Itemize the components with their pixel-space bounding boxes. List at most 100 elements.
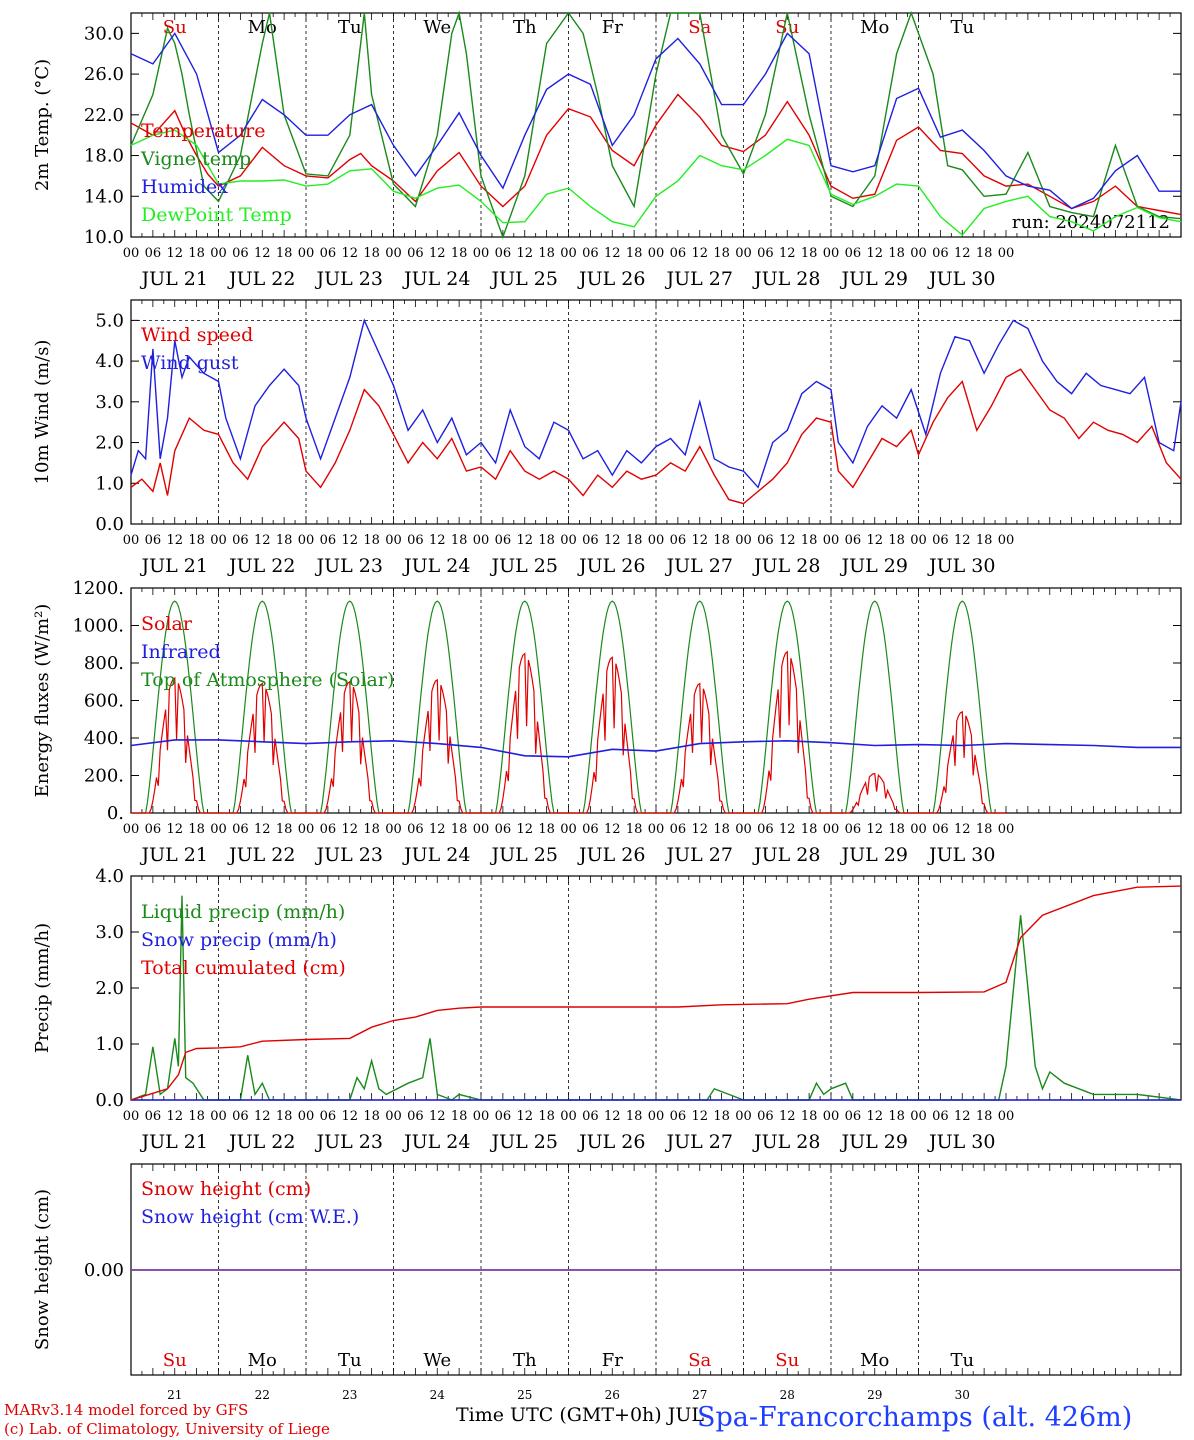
series-total-cumulated-cm- <box>130 885 1182 1101</box>
hour-tick-label: 00 <box>298 822 315 837</box>
hour-tick-label: 06 <box>932 246 949 261</box>
hour-tick-label: 00 <box>998 246 1015 261</box>
hour-tick-label: 06 <box>670 246 687 261</box>
y-tick-label: 0.0 <box>95 1090 124 1111</box>
day-label: JUL 24 <box>402 844 470 866</box>
y-tick-label: 30.0 <box>84 23 124 44</box>
hour-tick-label: 06 <box>845 246 862 261</box>
hour-tick-label: 06 <box>757 533 774 548</box>
hour-tick-label: 12 <box>691 822 708 837</box>
hour-tick-label: 00 <box>735 1109 752 1124</box>
y-tick-label: 800. <box>84 653 124 674</box>
hour-tick-label: 06 <box>757 1109 774 1124</box>
hour-tick-label: 06 <box>932 1109 949 1124</box>
hour-tick-label: 00 <box>123 822 140 837</box>
y-tick-label: 1000. <box>72 616 124 637</box>
hour-tick-label: 18 <box>276 1109 293 1124</box>
day-label: JUL 25 <box>490 844 558 866</box>
hour-tick-label: 18 <box>451 533 468 548</box>
weekday-label-top: Mo <box>860 17 889 38</box>
hour-tick-label: 00 <box>823 533 840 548</box>
weekday-label-top: Tu <box>338 17 362 38</box>
hour-tick-label: 18 <box>451 822 468 837</box>
panel-frame <box>130 299 1182 525</box>
day-label: JUL 21 <box>140 555 208 577</box>
weekday-label-bottom: Tu <box>338 1350 362 1371</box>
legend-entry: Snow precip (mm/h) <box>141 929 337 951</box>
hour-tick-label: 12 <box>954 246 971 261</box>
hour-tick-label: 00 <box>648 533 665 548</box>
day-label: JUL 28 <box>752 1131 820 1153</box>
hour-tick-label: 00 <box>910 246 927 261</box>
hour-tick-label: 12 <box>691 1109 708 1124</box>
hour-tick-label: 12 <box>779 1109 796 1124</box>
weekday-label-top: Su <box>775 17 799 38</box>
hour-tick-label: 18 <box>188 1109 205 1124</box>
y-axis-label: Snow height (cm) <box>32 1189 53 1350</box>
hour-tick-label: 06 <box>232 1109 249 1124</box>
station-title: Spa-Francorchamps (alt. 426m) <box>697 1402 1133 1433</box>
hour-tick-label: 00 <box>823 822 840 837</box>
day-label: JUL 23 <box>315 844 383 866</box>
y-tick-label: 26.0 <box>84 64 124 85</box>
day-label: JUL 25 <box>490 555 558 577</box>
day-number-label: 29 <box>867 1388 882 1402</box>
y-tick-label: 18.0 <box>84 146 124 167</box>
y-tick-label: 14.0 <box>84 186 124 207</box>
day-label: JUL 21 <box>140 844 208 866</box>
day-number-label: 22 <box>255 1388 270 1402</box>
legend-entry: Top of Atmosphere (Solar) <box>141 669 394 691</box>
hour-tick-label: 06 <box>845 1109 862 1124</box>
hour-tick-label: 06 <box>757 822 774 837</box>
hour-tick-label: 12 <box>341 246 358 261</box>
hour-tick-label: 00 <box>385 1109 402 1124</box>
weekday-label-bottom: Mo <box>248 1350 277 1371</box>
hour-tick-label: 06 <box>407 246 424 261</box>
day-label: JUL 28 <box>752 844 820 866</box>
hour-tick-label: 00 <box>210 1109 227 1124</box>
hour-tick-label: 12 <box>691 533 708 548</box>
hour-tick-label: 12 <box>341 1109 358 1124</box>
day-label: JUL 24 <box>402 1131 470 1153</box>
hour-tick-label: 18 <box>888 246 905 261</box>
series-vigne-temp <box>130 10 1182 240</box>
hour-tick-label: 12 <box>954 1109 971 1124</box>
day-label: JUL 23 <box>315 268 383 290</box>
hour-tick-label: 18 <box>713 822 730 837</box>
hour-tick-label: 18 <box>363 533 380 548</box>
hour-tick-label: 18 <box>363 822 380 837</box>
day-label: JUL 27 <box>665 555 733 577</box>
hour-tick-label: 18 <box>451 246 468 261</box>
hour-tick-label: 18 <box>188 822 205 837</box>
hour-tick-label: 12 <box>691 246 708 261</box>
hour-tick-label: 12 <box>604 533 621 548</box>
y-tick-label: 0.00 <box>84 1260 124 1281</box>
day-label: JUL 25 <box>490 268 558 290</box>
day-label: JUL 21 <box>140 268 208 290</box>
credit-lab: (c) Lab. of Climatology, University of L… <box>4 1420 330 1438</box>
hour-tick-label: 12 <box>516 246 533 261</box>
hour-tick-label: 00 <box>735 246 752 261</box>
series-wind-gust <box>130 318 1182 489</box>
day-number-label: 26 <box>605 1388 620 1402</box>
y-tick-label: 400. <box>84 728 124 749</box>
hour-tick-label: 06 <box>670 1109 687 1124</box>
hour-tick-label: 00 <box>823 1109 840 1124</box>
hour-tick-label: 12 <box>429 1109 446 1124</box>
weekday-label-bottom: We <box>423 1350 451 1371</box>
hour-tick-label: 12 <box>166 822 183 837</box>
hour-tick-label: 06 <box>582 533 599 548</box>
day-label: JUL 21 <box>140 1131 208 1153</box>
series-infrared <box>130 739 1181 758</box>
hour-tick-label: 00 <box>735 533 752 548</box>
hour-tick-label: 00 <box>473 822 490 837</box>
hour-tick-label: 18 <box>538 246 555 261</box>
hour-tick-label: 12 <box>254 246 271 261</box>
hour-tick-label: 00 <box>123 246 140 261</box>
hour-tick-label: 00 <box>910 822 927 837</box>
weekday-label-top: Su <box>163 17 187 38</box>
weekday-label-bottom: Su <box>775 1350 799 1371</box>
hour-tick-label: 00 <box>385 533 402 548</box>
day-label: JUL 30 <box>927 268 995 290</box>
legend-entry: Liquid precip (mm/h) <box>141 901 345 923</box>
